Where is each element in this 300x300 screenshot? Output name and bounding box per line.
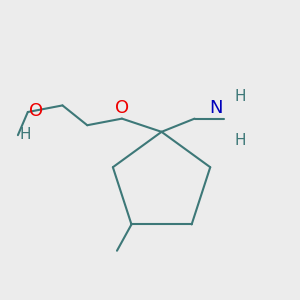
Text: N: N xyxy=(209,99,223,117)
Text: O: O xyxy=(115,99,129,117)
Text: H: H xyxy=(234,134,246,148)
Text: O: O xyxy=(29,102,44,120)
Text: H: H xyxy=(234,89,246,104)
Text: H: H xyxy=(20,127,31,142)
